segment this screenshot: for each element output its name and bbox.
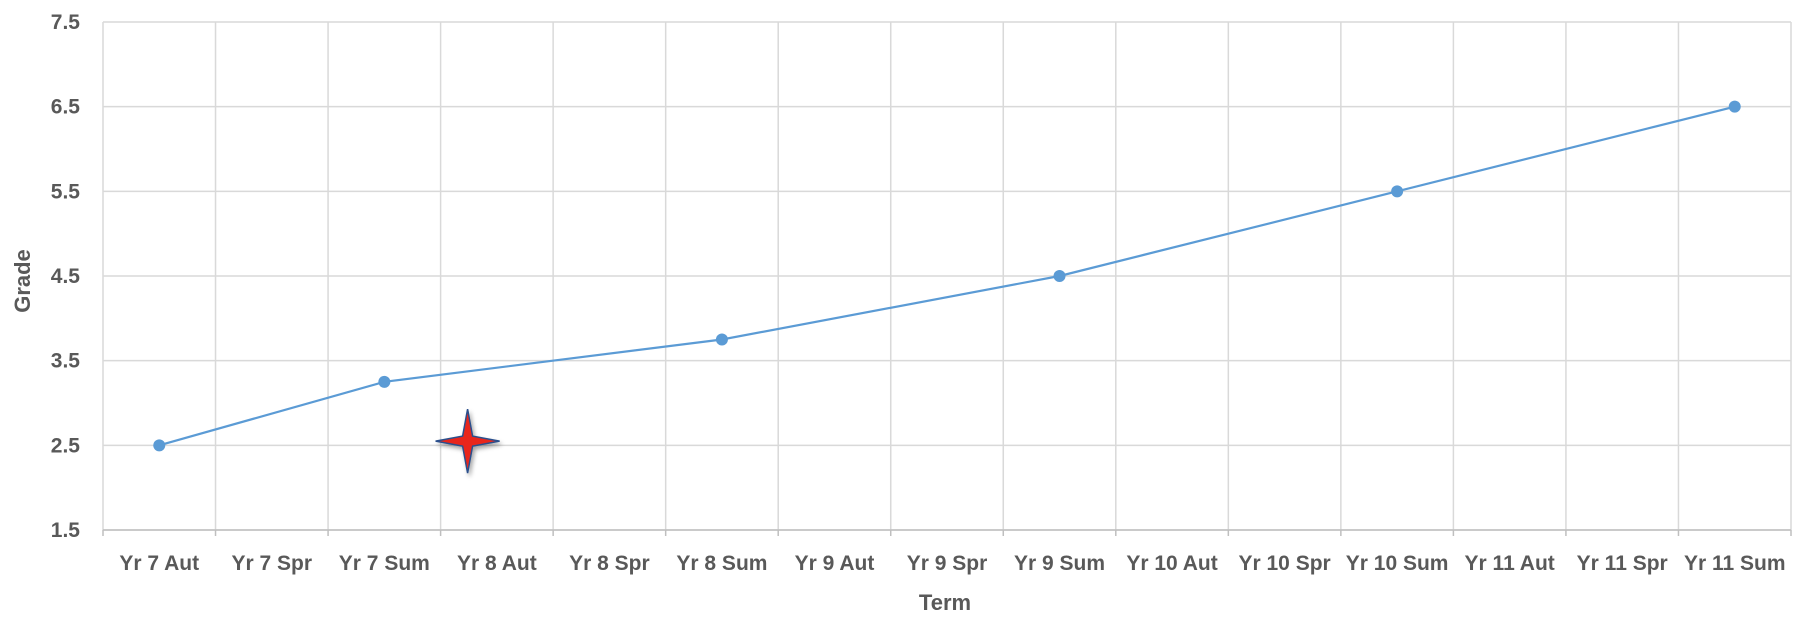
x-tick-label: Yr 10 Sum bbox=[1346, 552, 1449, 575]
x-tick-label: Yr 9 Sum bbox=[1014, 552, 1105, 575]
data-point bbox=[1728, 100, 1741, 113]
x-axis-ticks: Yr 7 Aut Yr 7 Spr Yr 7 Sum Yr 8 Aut Yr 8 Spr… bbox=[119, 552, 1785, 575]
data-point bbox=[715, 333, 728, 346]
y-tick-label: 3.5 bbox=[51, 350, 81, 373]
grid bbox=[102, 21, 1792, 536]
series-grade bbox=[153, 100, 1741, 452]
x-tick-label: Yr 10 Spr bbox=[1238, 552, 1330, 575]
annotation bbox=[435, 408, 500, 474]
x-axis-title: Term bbox=[919, 590, 971, 615]
y-tick-label: 1.5 bbox=[51, 519, 81, 542]
y-tick-label: 4.5 bbox=[51, 265, 81, 288]
x-tick-label: Yr 10 Aut bbox=[1126, 552, 1217, 575]
y-tick-label: 6.5 bbox=[51, 96, 81, 119]
data-point bbox=[153, 439, 166, 452]
x-tick-label: Yr 8 Sum bbox=[676, 552, 767, 575]
x-tick-label: Yr 11 Aut bbox=[1465, 552, 1555, 575]
four-point-star-icon bbox=[435, 408, 500, 474]
y-tick-label: 5.5 bbox=[51, 180, 81, 203]
x-tick-label: Yr 7 Aut bbox=[119, 552, 199, 575]
series-line bbox=[158, 105, 1736, 447]
x-tick-label: Yr 9 Aut bbox=[795, 552, 875, 575]
x-tick-label: Yr 11 Sum bbox=[1684, 552, 1786, 575]
data-point bbox=[378, 375, 391, 388]
x-tick-label: Yr 8 Spr bbox=[569, 552, 650, 575]
data-point bbox=[1053, 270, 1066, 282]
x-tick-label: Yr 8 Aut bbox=[457, 552, 537, 575]
x-tick-label: Yr 11 Spr bbox=[1577, 552, 1668, 575]
x-tick-label: Yr 7 Spr bbox=[232, 552, 313, 575]
y-tick-label: 2.5 bbox=[51, 434, 81, 457]
x-tick-label: Yr 9 Spr bbox=[907, 552, 988, 575]
x-tick-label: Yr 7 Sum bbox=[339, 552, 430, 575]
y-axis-ticks: 1.5 2.5 3.5 4.5 5.5 6.5 7.5 bbox=[51, 11, 81, 542]
y-tick-label: 7.5 bbox=[51, 11, 81, 34]
y-axis-title: Grade bbox=[10, 249, 35, 313]
data-point bbox=[1391, 185, 1404, 198]
